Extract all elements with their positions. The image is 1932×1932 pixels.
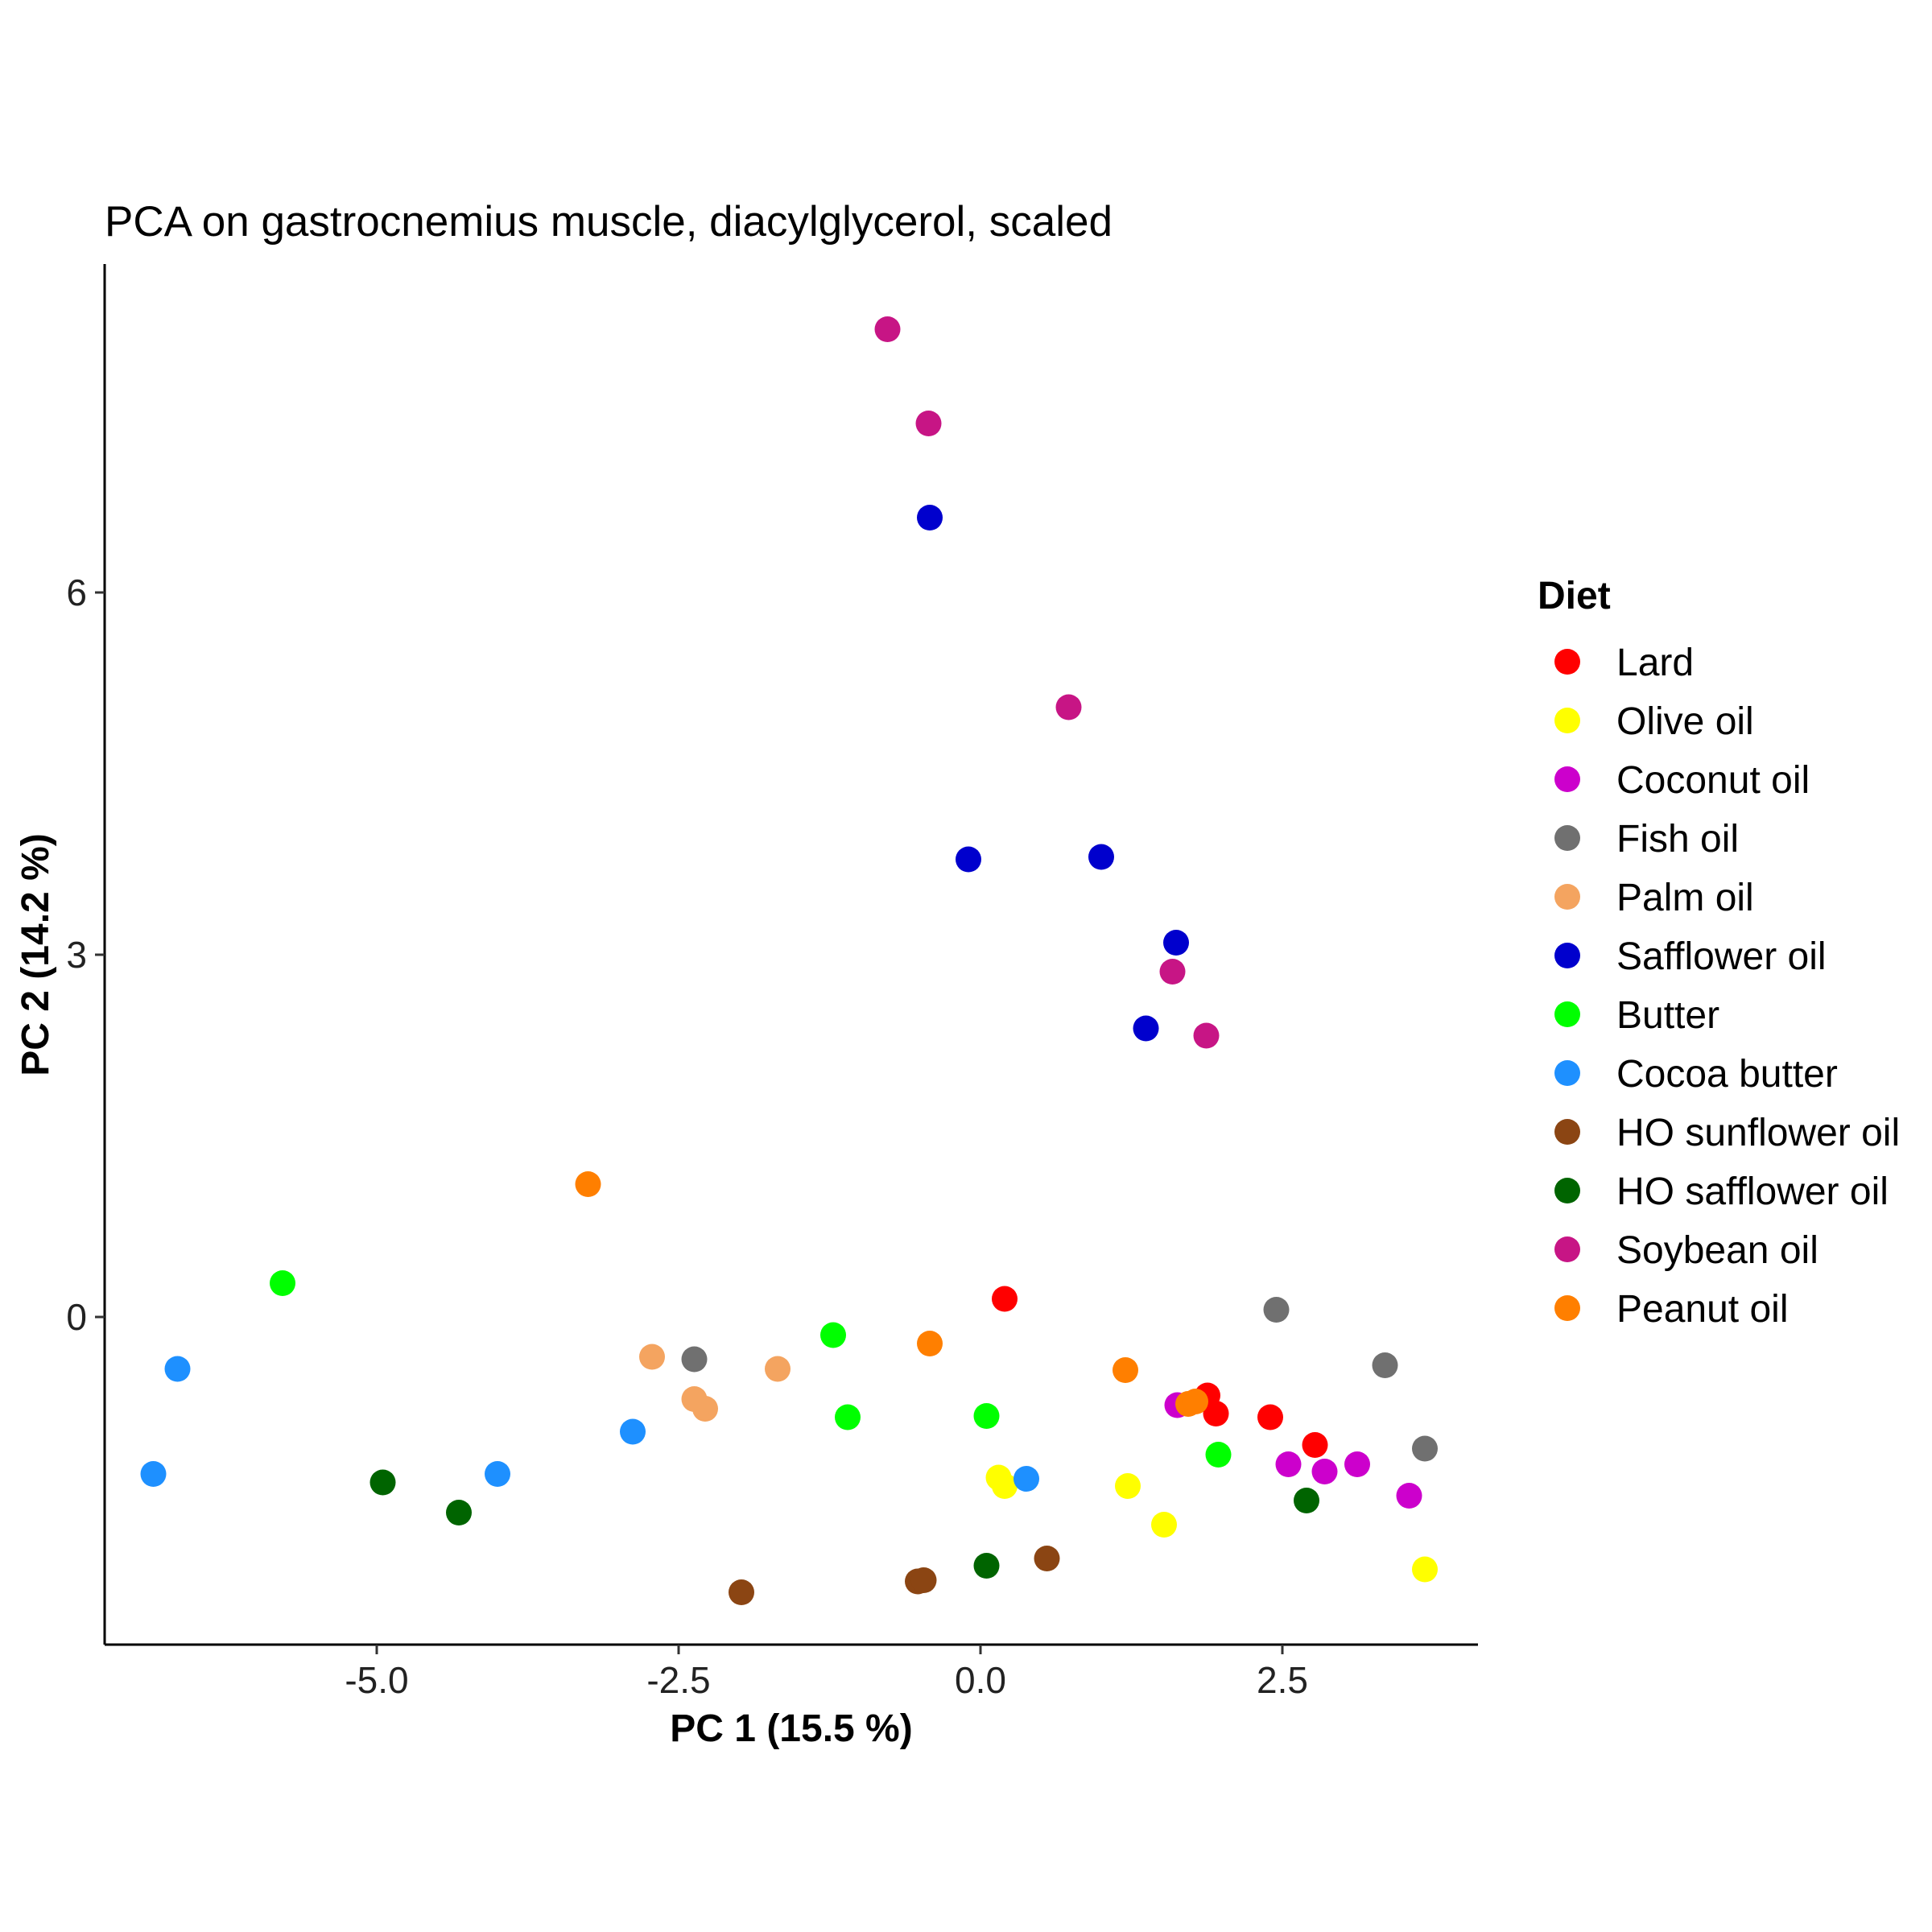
legend-label: Palm oil [1616,877,1754,919]
data-point [164,1356,191,1382]
x-tick-label: 2.5 [1257,1659,1308,1701]
data-point [1263,1297,1290,1323]
data-point [681,1346,708,1373]
legend: Diet Lard Olive oil Coconut oil Fish oil Pal… [1538,575,1900,1331]
data-point [1088,844,1114,870]
plot-area: -5.0 -2.5 0.0 2.5 0 3 6 [66,264,1478,1701]
data-point [1203,1401,1229,1426]
data-point [874,316,901,342]
data-point [1275,1451,1302,1477]
data-point [915,411,942,436]
data-point [917,505,943,530]
data-point [992,1473,1018,1499]
data-point [1183,1389,1208,1414]
legend-label: Fish oil [1616,818,1739,861]
y-axis-title: PC 2 (14.2 %) [14,833,57,1075]
data-point [446,1500,472,1525]
legend-key [1554,708,1580,733]
legend-key [1554,766,1580,792]
data-point [620,1418,646,1445]
legend-key [1554,1001,1580,1027]
legend-label: Soybean oil [1616,1229,1818,1272]
data-point [1115,1473,1141,1499]
data-point [1151,1512,1177,1538]
data-point [485,1461,510,1487]
data-point [1013,1466,1039,1492]
y-tick-label: 6 [66,572,87,613]
legend-title: Diet [1538,575,1611,617]
legend-label: Butter [1616,994,1719,1037]
y-tick-label: 0 [66,1296,87,1338]
data-point [973,1403,1000,1429]
data-point [1205,1442,1232,1468]
data-point [1412,1556,1438,1583]
legend-key [1554,649,1580,675]
legend-key [1554,1236,1580,1262]
legend-items: Lard Olive oil Coconut oil Fish oil Palm oil… [1554,642,1900,1331]
data-point [1159,959,1186,985]
data-point [765,1356,791,1382]
data-point [1396,1483,1422,1509]
x-tick-label: 0.0 [955,1659,1006,1701]
data-point [956,846,981,873]
data-point [1302,1432,1328,1458]
data-point [1113,1357,1138,1383]
data-point [820,1322,846,1348]
x-tick-label: -2.5 [646,1659,710,1701]
data-point [910,1567,937,1593]
data-point [835,1404,861,1430]
data-point [639,1344,665,1370]
x-tick-label: -5.0 [345,1659,408,1701]
data-point [575,1171,601,1197]
legend-label: Cocoa butter [1616,1053,1838,1096]
data-point [729,1579,754,1605]
data-point [1412,1435,1438,1462]
legend-label: Safflower oil [1616,935,1827,978]
chart-title: PCA on gastrocnemius muscle, diacylglyce… [105,198,1113,246]
legend-label: HO sunflower oil [1616,1112,1900,1154]
y-ticks: 0 3 6 [66,572,105,1338]
legend-key [1554,825,1580,851]
data-point [1133,1015,1159,1042]
legend-label: Coconut oil [1616,759,1810,802]
data-point [1372,1352,1398,1378]
data-point [1257,1404,1283,1430]
data-point [1344,1451,1370,1477]
data-point [973,1553,1000,1579]
data-point [1055,694,1082,720]
data-point [692,1396,718,1422]
data-point [1193,1022,1220,1049]
legend-key [1554,1178,1580,1203]
legend-key [1554,1119,1580,1145]
data-point [270,1270,295,1296]
legend-key [1554,1060,1580,1086]
data-points [140,316,1438,1605]
data-point [140,1461,167,1487]
legend-label: Peanut oil [1616,1288,1789,1331]
data-point [1311,1459,1338,1484]
y-tick-label: 3 [66,934,87,976]
data-point [917,1331,943,1356]
legend-label: Olive oil [1616,700,1754,743]
data-point [1034,1546,1060,1571]
data-point [1294,1488,1319,1513]
legend-key [1554,884,1580,910]
legend-label: HO safflower oil [1616,1170,1889,1213]
data-point [992,1286,1018,1312]
legend-label: Lard [1616,642,1694,684]
x-axis-title: PC 1 (15.5 %) [670,1707,912,1750]
data-point [1163,930,1189,956]
legend-key [1554,1295,1580,1321]
x-ticks: -5.0 -2.5 0.0 2.5 [345,1645,1308,1701]
legend-key [1554,943,1580,968]
data-point [369,1469,396,1496]
